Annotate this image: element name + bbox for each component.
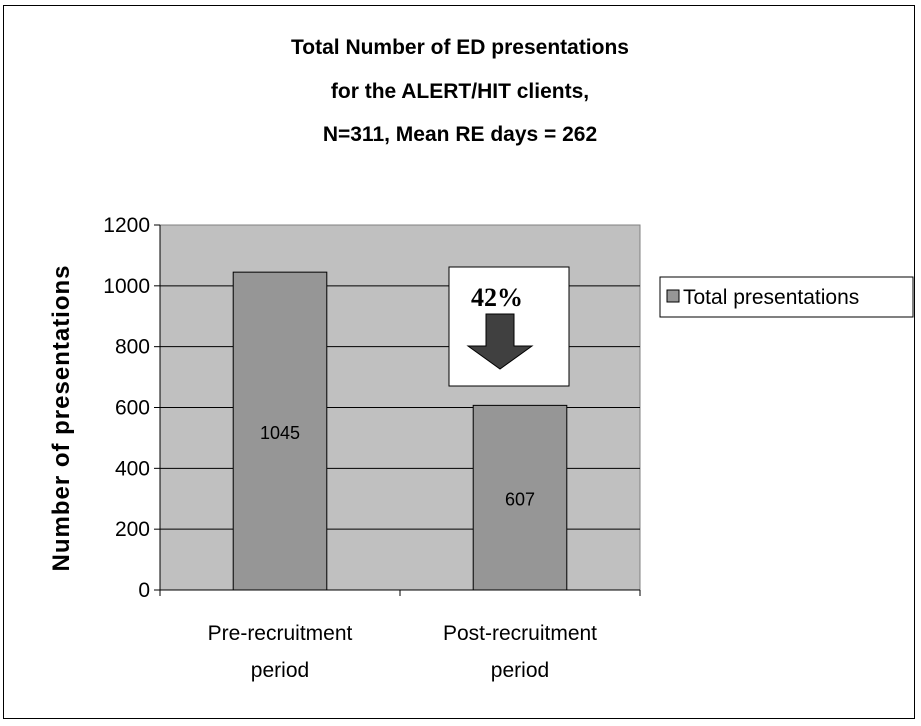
x-category-label: Pre-recruitment	[208, 622, 353, 645]
chart-title: Total Number of ED presentations for the…	[291, 36, 629, 146]
legend-swatch	[667, 290, 679, 302]
chart-title-line-3: N=311, Mean RE days = 262	[323, 123, 597, 146]
y-tick-label: 1200	[103, 214, 150, 237]
chart-title-line-1: Total Number of ED presentations	[291, 36, 629, 59]
y-tick-label: 0	[138, 579, 150, 602]
x-category-label: period	[491, 659, 549, 682]
bar-data-label: 1045	[260, 423, 300, 443]
y-tick-labels: 0 200 400 600 800 1000 1200	[103, 214, 150, 602]
x-category-label: period	[251, 659, 309, 682]
y-tick-label: 800	[115, 336, 150, 359]
y-tick-label: 600	[115, 397, 150, 420]
x-tick-labels: Pre-recruitment period Post-recruitment per…	[208, 622, 598, 682]
x-category-label: Post-recruitment	[443, 622, 597, 645]
bar-data-label: 607	[505, 490, 535, 510]
y-tick-label: 400	[115, 457, 150, 480]
annotation-percent: 42%	[471, 283, 523, 312]
annotation-box: 42%	[449, 267, 569, 386]
y-axis-label: Number of presentations	[48, 264, 75, 571]
chart-title-line-2: for the ALERT/HIT clients,	[331, 80, 589, 103]
y-tick-label: 1000	[103, 275, 150, 298]
y-tick-label: 200	[115, 518, 150, 541]
legend: Total presentations	[660, 277, 913, 317]
legend-label: Total presentations	[683, 286, 859, 309]
